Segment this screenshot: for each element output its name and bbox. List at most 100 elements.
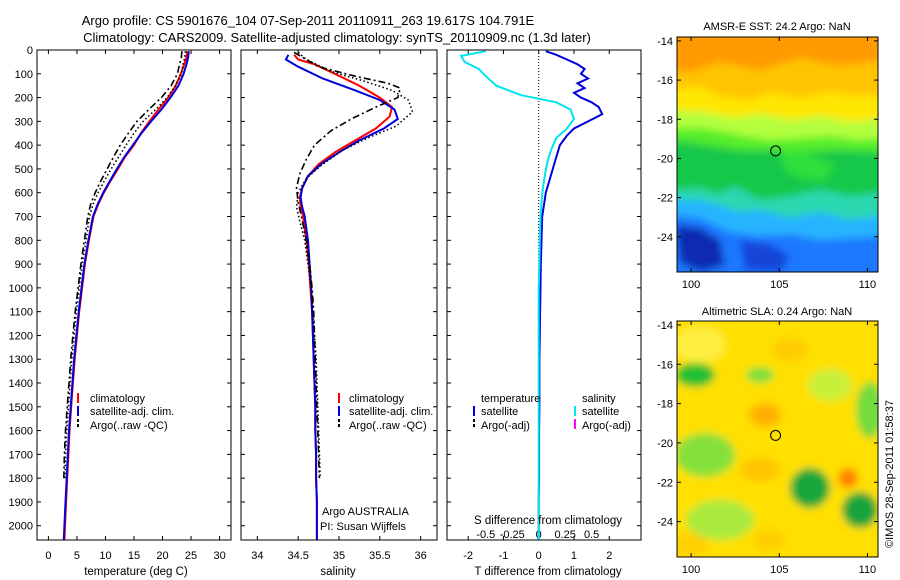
figure-title-line1: Argo profile: CS 5901676_104 07-Sep-2011…	[82, 13, 535, 28]
x-tick-label: 10	[99, 550, 111, 562]
sst-map-title: AMSR-E SST: 24.2 Argo: NaN	[703, 21, 850, 33]
depth-tick-label: 1500	[9, 402, 33, 414]
sst-y-ticks: -14 -16 -18 -20 -22 -24	[657, 36, 878, 244]
argo-position-marker	[770, 145, 782, 157]
map-x-tick-label: 105	[770, 564, 788, 576]
depth-tick-label: 100	[15, 69, 33, 81]
temperature-profiles	[62, 51, 190, 540]
x-tick-label: 35.5	[369, 550, 390, 562]
legend-temperature-header: temperature	[481, 393, 540, 405]
difference-axes-frame	[446, 49, 642, 541]
legend-label-t-argo: Argo(-adj)	[481, 420, 530, 432]
legend-label-t-satellite: satellite	[481, 406, 518, 418]
x-tick-label: 20	[156, 550, 168, 562]
legend-label-s-satellite: satellite	[582, 406, 619, 418]
figure-title-line2: Climatology: CARS2009. Satellite-adjuste…	[83, 30, 591, 45]
depth-tick-label: 1300	[9, 354, 33, 366]
depth-tick-label: 0	[27, 45, 33, 57]
depth-tick-label: 2000	[9, 521, 33, 533]
depth-tick-label: 1000	[9, 283, 33, 295]
map-y-tick-label: -20	[657, 153, 673, 165]
temperature-panel: 0100200300400500600700800900100011001200…	[9, 45, 232, 578]
x-tick-label: 25	[185, 550, 197, 562]
s-diff-tick-label: 0.5	[584, 529, 599, 541]
s-diff-tick-label: -0.25	[500, 529, 525, 541]
imos-credit: ©IMOS 28-Sep-2011 01:58:37	[884, 400, 896, 548]
x-tick-label: 0	[45, 550, 51, 562]
x-tick-label: 34.5	[287, 550, 308, 562]
salinity-x-ticks: 34 34.5 35 35.5 36	[251, 50, 427, 562]
map-x-tick-label: 110	[859, 279, 877, 291]
depth-tick-label: 800	[15, 235, 33, 247]
map-y-tick-label: -16	[657, 75, 673, 87]
map-y-tick-label: -18	[657, 399, 673, 411]
depth-tick-label: 1600	[9, 426, 33, 438]
salinity-panel: 34 34.5 35 35.5 36 salinity climatology sate…	[240, 49, 438, 578]
legend-label-climatology: climatology	[349, 393, 405, 405]
map-y-tick-label: -14	[657, 36, 673, 48]
difference-panel: -2 -1 0 1 2 -0.5 -0.25 0 0.25 0.5 T difference f…	[446, 49, 642, 578]
x-tick-label: 5	[74, 550, 80, 562]
series-line-satellite-adj-clim-	[284, 54, 399, 540]
legend-label-satellite: satellite-adj. clim.	[90, 406, 174, 418]
depth-tick-label: 400	[15, 140, 33, 152]
series-line-climatology	[63, 51, 189, 540]
depth-tick-label: 600	[15, 188, 33, 200]
difference-legend: temperature satellite Argo(-adj) salinit…	[473, 393, 631, 432]
temperature-xlabel: temperature (deg C)	[84, 566, 188, 578]
s-diff-tick-label: -0.5	[476, 529, 495, 541]
x-tick-label: 36	[415, 550, 427, 562]
argo-position-marker	[770, 429, 782, 441]
x-tick-label: 35	[333, 550, 345, 562]
salinity-axes-frame	[240, 49, 438, 541]
map-y-tick-label: -22	[657, 193, 673, 205]
temperature-axes-frame	[36, 49, 232, 541]
map-y-tick-label: -16	[657, 359, 673, 371]
series-line-salinity-satellite	[459, 50, 576, 540]
map-y-tick-label: -22	[657, 477, 673, 489]
temperature-legend: climatology satellite-adj. clim. Argo(..…	[77, 393, 174, 432]
series-line-argo-raw-qc-alt	[295, 51, 414, 479]
series-line-argo-raw-qc-alt	[64, 51, 187, 479]
x-tick-label: 0	[536, 550, 542, 562]
s-diff-xlabel: S difference from climatology	[474, 515, 622, 527]
difference-y-ticks	[447, 49, 641, 527]
sst-map-frame	[676, 36, 879, 273]
map-y-tick-label: -24	[657, 232, 673, 244]
x-tick-label: -1	[499, 550, 509, 562]
legend-label-argo: Argo(..raw -QC)	[349, 420, 427, 432]
sla-map-title: Altimetric SLA: 0.24 Argo: NaN	[702, 306, 852, 318]
map-x-tick-label: 110	[859, 564, 877, 576]
sst-heatmap	[677, 37, 878, 272]
x-tick-label: 30	[213, 550, 225, 562]
depth-tick-label: 1800	[9, 473, 33, 485]
depth-tick-label: 1900	[9, 497, 33, 509]
series-line-satellite-adj-clim-	[62, 51, 190, 540]
legend-label-argo: Argo(..raw -QC)	[90, 420, 168, 432]
map-x-tick-label: 100	[682, 564, 700, 576]
sla-map-panel: Altimetric SLA: 0.24 Argo: NaN	[657, 306, 879, 576]
series-line-argo-raw-qc-	[63, 51, 183, 479]
sla-x-ticks: 100 105 110	[682, 321, 876, 576]
depth-tick-label: 1200	[9, 330, 33, 342]
legend-salinity-header: salinity	[582, 393, 616, 405]
map-x-tick-label: 105	[770, 279, 788, 291]
t-diff-xlabel: T difference from climatology	[474, 566, 621, 578]
map-y-tick-label: -20	[657, 438, 673, 450]
sla-y-ticks: -14 -16 -18 -20 -22 -24	[657, 320, 878, 529]
sla-heatmap	[677, 321, 878, 557]
depth-tick-label: 900	[15, 259, 33, 271]
salinity-xlabel: salinity	[320, 566, 355, 578]
depth-tick-label: 700	[15, 212, 33, 224]
difference-x-ticks: -2 -1 0 1 2	[463, 50, 612, 562]
depth-tick-label: 300	[15, 116, 33, 128]
depth-ticks-temperature: 0 100 200 300 400 500 600 700 800 900 1000 1100 1200…	[9, 45, 231, 533]
legend-label-s-argo: Argo(-adj)	[582, 420, 631, 432]
map-x-tick-label: 100	[682, 279, 700, 291]
sst-map-panel: AMSR-E SST: 24.2 Argo: NaN 100 105 110 -14…	[657, 21, 879, 291]
depth-tick-label: 1100	[9, 307, 33, 319]
salinity-y-ticks	[241, 49, 437, 527]
map-y-tick-label: -24	[657, 517, 673, 529]
map-y-tick-label: -18	[657, 114, 673, 126]
